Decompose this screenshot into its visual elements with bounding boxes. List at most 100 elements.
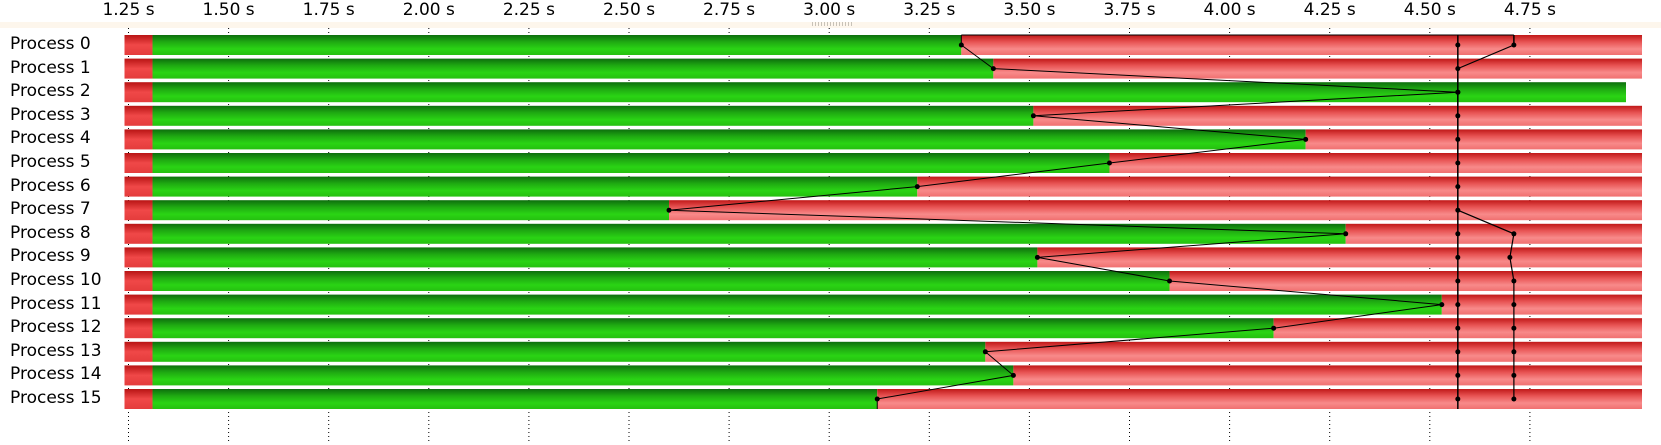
init-segment: [124, 176, 153, 197]
sync2-point: [1511, 396, 1517, 402]
wait-segment: [1169, 271, 1643, 291]
compute-segment: [152, 223, 1346, 244]
sync2-point: [1511, 372, 1517, 378]
compute-segment: [152, 58, 994, 79]
init-segment: [124, 247, 153, 268]
process-label: Process 9: [10, 246, 91, 267]
process-label: Process 14: [10, 364, 102, 385]
process-label: Process 5: [10, 152, 91, 172]
compute-segment: [152, 35, 962, 55]
sync1-point: [1455, 254, 1461, 260]
sync1-point: [1455, 42, 1461, 48]
wait-segment: [1109, 153, 1643, 173]
x-tick-label: 4.75 s: [1503, 0, 1556, 20]
sync1-point: [1455, 184, 1461, 190]
wait-segment: [669, 200, 1643, 221]
sync2-point: [1511, 325, 1517, 331]
compute-segment: [152, 129, 1306, 150]
arrival-point: [874, 396, 880, 402]
compute-segment: [152, 200, 670, 221]
arrival-point: [1271, 325, 1277, 331]
process-label: Process 8: [10, 222, 91, 243]
process-label: Process 7: [10, 199, 91, 220]
sync1-point: [1455, 349, 1461, 355]
x-tick-label: 3.25 s: [903, 0, 956, 20]
sync2-point: [1511, 349, 1517, 355]
init-segment: [124, 294, 153, 315]
x-tick-label: 2.50 s: [602, 0, 656, 20]
init-segment: [124, 82, 153, 103]
x-tick-label: 2.75 s: [703, 0, 756, 20]
arrival-point: [1010, 372, 1016, 378]
init-segment: [124, 271, 153, 291]
sync1-point: [1455, 66, 1461, 72]
sync2-line: [1457, 44, 1515, 399]
wait-segment: [877, 389, 1643, 409]
sync1-point: [1455, 113, 1461, 119]
arrival-point: [1106, 160, 1112, 166]
init-segment: [124, 105, 153, 126]
sync2-point: [1511, 42, 1517, 48]
process-label: Process 13: [10, 340, 102, 361]
sync2-point: [1511, 231, 1517, 237]
x-tick-label: 4.25 s: [1303, 0, 1356, 20]
process-label: Process 12: [10, 317, 102, 338]
arrival-line: [668, 44, 1458, 400]
x-tick-label: 2.00 s: [402, 0, 455, 20]
wait-segment: [1033, 105, 1643, 126]
process-label: Process 6: [10, 175, 91, 196]
x-tick-label: 1.50 s: [202, 0, 255, 20]
compute-segment: [152, 294, 1442, 315]
wait-segment: [1305, 129, 1643, 150]
compute-segment: [152, 176, 918, 197]
compute-segment: [152, 318, 1274, 339]
init-segment: [124, 365, 153, 386]
x-tick-label: 3.00 s: [803, 0, 856, 20]
x-tick-label: 3.75 s: [1103, 0, 1156, 20]
x-tick-label: 2.25 s: [502, 0, 555, 20]
sync-lines: [668, 34, 1515, 409]
init-segment: [124, 129, 153, 150]
sync1-point: [1455, 372, 1461, 378]
compute-segment: [152, 105, 1034, 126]
arrival-point: [958, 42, 964, 48]
init-segment: [124, 58, 153, 79]
init-segment: [124, 341, 153, 362]
ruler-drag-handle[interactable]: [812, 22, 852, 26]
sync1-point: [1455, 207, 1461, 213]
sync1-point: [1455, 231, 1461, 237]
process-bars: [124, 35, 1643, 409]
sync2-point: [1511, 302, 1517, 308]
compute-segment: [152, 153, 1110, 173]
x-tick-label: 4.50 s: [1403, 0, 1456, 20]
wait-segment: [993, 58, 1643, 79]
sync-markers: [666, 42, 1517, 402]
compute-segment: [152, 247, 1038, 268]
init-segment: [124, 389, 153, 409]
arrival-point: [1034, 254, 1040, 260]
arrival-point: [1030, 113, 1036, 119]
process-label: Process 15: [10, 388, 102, 408]
sync1-point: [1455, 396, 1461, 402]
arrival-point: [666, 207, 672, 213]
sync2-point: [1507, 254, 1513, 260]
process-label: Process 2: [10, 81, 91, 102]
arrival-point: [1167, 278, 1173, 284]
x-tick-label: 3.50 s: [1003, 0, 1056, 20]
init-segment: [124, 200, 153, 221]
process-label: Process 11: [10, 293, 102, 314]
process-label: Process 4: [10, 128, 91, 149]
sync1-point: [1455, 136, 1461, 142]
compute-segment: [152, 341, 986, 362]
process-label: Process 10: [10, 270, 102, 290]
process-label: Process 3: [10, 104, 91, 125]
arrival-point: [1303, 136, 1309, 142]
init-segment: [124, 318, 153, 339]
init-segment: [124, 153, 153, 173]
compute-segment: [152, 389, 878, 409]
arrival-point: [1343, 231, 1349, 237]
arrival-point: [990, 66, 996, 72]
sync1-point: [1455, 278, 1461, 284]
sync1-point: [1455, 89, 1461, 95]
